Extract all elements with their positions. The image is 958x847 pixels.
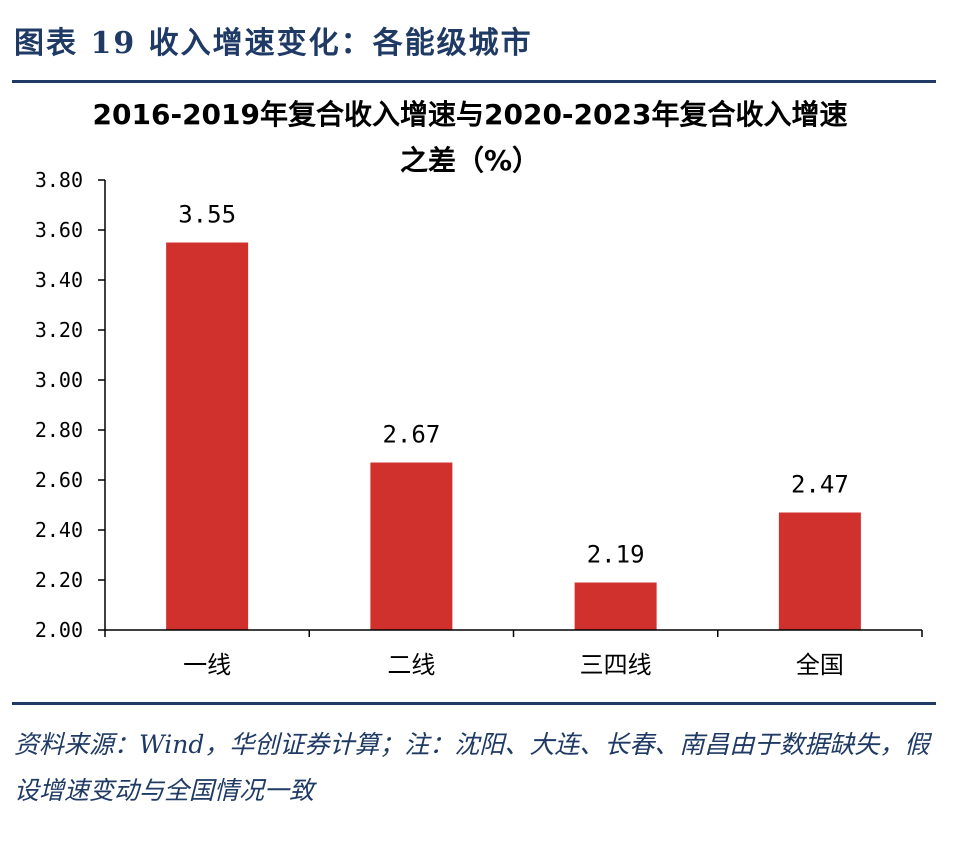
header-divider <box>12 80 936 83</box>
y-tick-label: 3.40 <box>35 268 83 292</box>
data-label-4: 2.47 <box>791 471 849 499</box>
y-tick-label: 3.00 <box>35 368 83 392</box>
data-label-1: 3.55 <box>178 201 236 229</box>
y-tick-label: 2.40 <box>35 518 83 542</box>
bar-1 <box>166 242 249 630</box>
category-label-4: 全国 <box>796 651 844 679</box>
y-tick-label: 2.80 <box>35 418 83 442</box>
x-axis: 一线 二线 三四线 全国 <box>104 629 923 679</box>
y-tick-label: 2.60 <box>35 468 83 492</box>
data-label-2: 2.67 <box>382 421 440 449</box>
footer-divider <box>12 702 936 705</box>
bars: 3.55 2.67 2.19 2.47 <box>166 201 861 630</box>
bar-4 <box>778 512 861 630</box>
y-tick-label: 3.80 <box>35 168 83 192</box>
category-label-3: 三四线 <box>580 651 652 679</box>
bar-chart: 2.00 2.20 2.40 2.60 2.80 3.00 3.20 3.40 3.60 3.80… <box>35 168 923 679</box>
category-label-1: 一线 <box>183 651 231 679</box>
y-tick-label: 3.20 <box>35 318 83 342</box>
figure-header: 图表 19 收入增速变化：各能级城市 <box>14 26 533 61</box>
bar-2 <box>370 462 453 630</box>
data-label-3: 2.19 <box>587 541 645 569</box>
chart-title: 2016-2019年复合收入增速与2020-2023年复合收入增速之差（%） <box>92 98 848 177</box>
y-tick-label: 2.20 <box>35 568 83 592</box>
category-label-2: 二线 <box>387 651 435 679</box>
y-axis: 2.00 2.20 2.40 2.60 2.80 3.00 3.20 3.40 3.60 3.80 <box>35 168 106 642</box>
bar-3 <box>574 582 657 630</box>
y-tick-label: 3.60 <box>35 218 83 242</box>
source-note: 资料来源：Wind，华创证券计算；注：沈阳、大连、长春、南昌由于数据缺失，假设增… <box>14 730 930 805</box>
y-tick-label: 2.00 <box>35 618 83 642</box>
